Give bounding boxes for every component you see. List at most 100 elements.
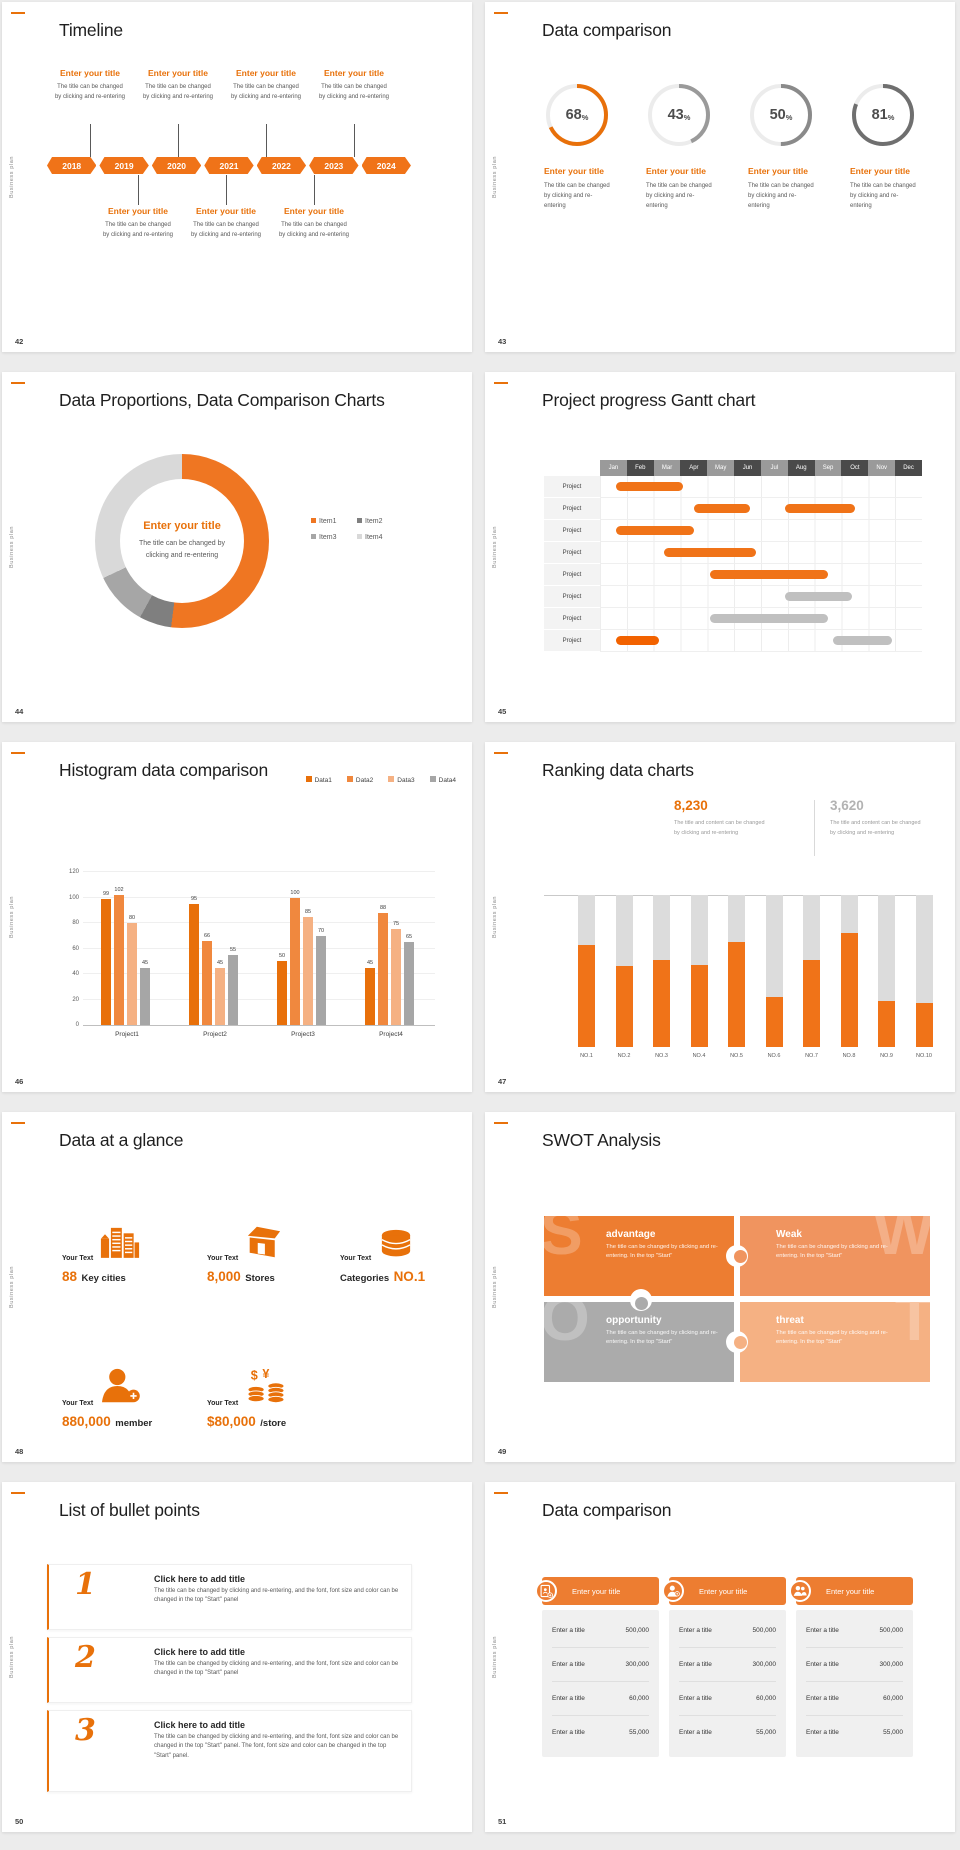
bar-value-label: 70 — [317, 927, 325, 934]
slide-content: Ranking data charts 8,230 The title and … — [542, 760, 941, 1078]
row-label: Enter a title — [806, 1627, 839, 1634]
gantt-month-cell: Jan — [600, 460, 627, 476]
gantt-bar — [693, 504, 751, 513]
swot-watermark-letter: S — [544, 1216, 583, 1268]
comparison-card-title: Enter your title — [572, 1586, 621, 1596]
stat-item: Your Text Categories NO.1 — [340, 1222, 470, 1286]
slide-content: Data at a glance Your Text 88 Key cities Y… — [59, 1130, 458, 1448]
gantt-month-header: Jan Feb Mar Apr May Jun Jul Aug Sep Oct Nov Dec — [600, 460, 922, 476]
gantt-row-track — [600, 476, 922, 498]
timeline-item-body: The title can be changed by clicking and … — [142, 84, 214, 100]
slide-50-bullets[interactable]: Business plan 50 List of bullet points 1… — [2, 1482, 472, 1832]
gridline — [83, 871, 435, 872]
bullet-text: Click here to add title The title can be … — [154, 1711, 411, 1761]
vertical-deck-label: Business plan — [492, 895, 498, 939]
bar — [202, 940, 212, 1025]
slide-51-tables[interactable]: Business plan 51 Data comparison Enter y… — [485, 1482, 955, 1832]
bar — [316, 935, 326, 1025]
gantt-bar — [785, 504, 855, 513]
bar — [404, 942, 414, 1025]
slide-43-data-comparison[interactable]: Business plan 43 Data comparison 68% Ente… — [485, 2, 955, 352]
accent-dash — [11, 1492, 25, 1494]
slide-48-stats[interactable]: Business plan 48 Data at a glance Your T… — [2, 1112, 472, 1462]
slide-45-gantt[interactable]: Business plan 45 Project progress Gantt … — [485, 372, 955, 722]
ranking-track — [915, 895, 933, 1047]
stat-value-row: $80,000 /store — [207, 1413, 337, 1431]
gantt-row-label: Project — [544, 586, 600, 608]
bar — [378, 912, 388, 1025]
slide-content: Data Proportions, Data Comparison Charts… — [59, 390, 458, 708]
bar — [303, 916, 313, 1025]
bullet-card: 2 Click here to add title The title can be… — [47, 1637, 412, 1703]
ranking-fill — [803, 960, 820, 1047]
puzzle-knob-inner — [733, 1335, 747, 1349]
swot-piece-title: advantage — [606, 1229, 656, 1240]
stat-item-header: Your Text — [62, 1367, 192, 1409]
slide-46-histogram[interactable]: Business plan 46 Histogram data comparis… — [2, 742, 472, 1092]
timeline-year-pill: 2023 — [309, 157, 358, 174]
people-icon — [789, 1580, 811, 1602]
row-value: 60,000 — [756, 1695, 776, 1702]
gantt-month-cell: Aug — [787, 460, 815, 476]
bullet-card: 1 Click here to add title The title can be… — [47, 1564, 412, 1630]
stat-value: NO.1 — [393, 1269, 426, 1284]
slide-44-donut[interactable]: Business plan 44 Data Proportions, Data … — [2, 372, 472, 722]
gantt-row-track — [600, 564, 922, 586]
ranking-label: NO.9 — [880, 1053, 893, 1059]
slide-42-timeline[interactable]: Business plan 42 Timeline Enter your tit… — [2, 2, 472, 352]
stat-label: Your Text — [62, 1255, 94, 1262]
ranking-track — [878, 895, 895, 1047]
bar — [391, 929, 401, 1025]
row-value: 500,000 — [625, 1627, 650, 1634]
caption-line: The title and content can be changed — [674, 820, 765, 826]
timeline-item-title: Enter your title — [148, 68, 208, 78]
progress-ring: 68% — [544, 82, 610, 148]
bullet-number: 2 — [75, 1640, 96, 1675]
ranking-fill — [728, 942, 745, 1047]
bullet-number: 3 — [75, 1713, 96, 1748]
table-row: Enter a title 60,000 — [806, 1682, 903, 1716]
connector-line — [226, 175, 227, 205]
row-value: 55,000 — [756, 1729, 776, 1736]
bar — [114, 895, 124, 1025]
row-label: Enter a title — [552, 1661, 585, 1668]
connector-line — [90, 124, 91, 157]
accent-dash — [494, 382, 508, 384]
gantt-row-track — [600, 542, 922, 564]
gantt-month-cell: Oct — [841, 460, 869, 476]
timeline-year-bar: 2018 2019 2020 2021 2022 2023 2024 — [47, 157, 411, 174]
table-row: Enter a title 300,000 — [806, 1648, 903, 1682]
timeline-year-pill: 2022 — [257, 157, 306, 174]
gantt-bar — [710, 570, 829, 579]
bar-value-label: 55 — [229, 946, 237, 953]
slide-47-ranking[interactable]: Business plan 47 Ranking data charts 8,2… — [485, 742, 955, 1092]
row-value: 500,000 — [752, 1627, 777, 1634]
ring-item-body: The title can be changed by clicking and … — [646, 183, 712, 209]
bar-chart: Data1 Data2 Data3 Data4 Project1 Project2 Proj… — [59, 776, 458, 1062]
accent-dash — [11, 1122, 25, 1124]
ranking-label: NO.10 — [916, 1053, 932, 1059]
row-value: 60,000 — [883, 1695, 903, 1702]
timeline-item-title: Enter your title — [324, 68, 384, 78]
ranking-fill — [578, 945, 595, 1047]
gantt-row-label: Project — [544, 542, 600, 564]
slide-number: 50 — [15, 1817, 24, 1826]
accent-dash — [494, 752, 508, 754]
table-row: Enter a title 300,000 — [679, 1648, 776, 1682]
gantt-month-cell: Jul — [760, 460, 788, 476]
gridline — [83, 896, 435, 898]
row-label: Enter a title — [806, 1661, 839, 1668]
stat-divider — [814, 800, 815, 856]
bullet-number: 1 — [75, 1567, 96, 1602]
connector-line — [178, 124, 179, 157]
accent-dash — [11, 382, 25, 384]
timeline-year-pill: 2024 — [362, 157, 411, 174]
swot-piece-body: The title can be changed by clicking and… — [606, 1330, 718, 1345]
bullet-card: 3 Click here to add title The title can be… — [47, 1710, 412, 1792]
bar-value-label: 100 — [290, 889, 300, 896]
legend-item: Data2 — [346, 776, 373, 784]
